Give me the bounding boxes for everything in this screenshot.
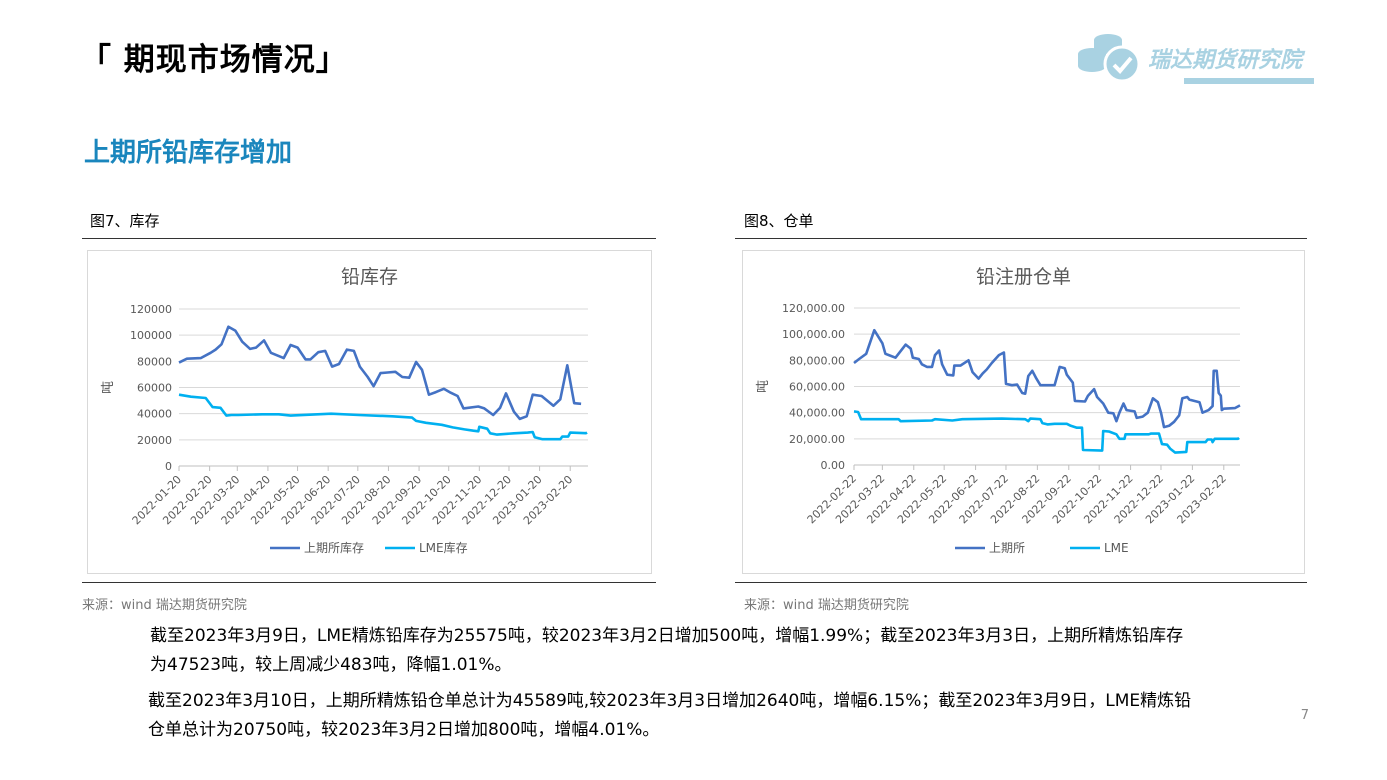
y-axis-label: 吨: [756, 380, 771, 393]
chart-title: 铅注册仓单: [976, 266, 1071, 288]
series-line-lme: [853, 410, 1240, 454]
caption-rule-1: [82, 238, 656, 239]
warrant-paragraph: 截至2023年3月10日，上期所精炼铅仓单总计为45589吨,较2023年3月3…: [148, 691, 1192, 740]
chart-inventory: 铅库存 0 20000 40000 60000 80000 100000 120000 吨 202…: [87, 250, 652, 574]
figure-caption-2: 图8、仓单: [744, 212, 814, 230]
source-note-1: 来源：wind 瑞达期货研究院: [82, 598, 247, 613]
chart-title: 铅库存: [341, 266, 398, 288]
figure-caption-1: 图7、库存: [90, 212, 160, 230]
legend-label: LME: [1104, 541, 1129, 555]
chart-inventory-svg: 铅库存020000400006000080000100000120000吨202…: [101, 266, 588, 555]
y-tick-label: 20,000.00: [789, 433, 845, 446]
section-title: 上期所铅库存增加: [84, 138, 293, 168]
bottom-rule-2: [735, 582, 1307, 583]
y-tick-label: 40000: [137, 408, 172, 421]
logo: 瑞达期货研究院: [1076, 28, 1316, 86]
bottom-rule-1: [82, 582, 656, 583]
coins-logo-icon: [1078, 34, 1141, 83]
logo-text: 瑞达期货研究院: [1148, 48, 1303, 73]
y-tick-label: 100,000.00: [782, 328, 845, 341]
series-line-shfe: [853, 328, 1241, 429]
source-note-2: 来源：wind 瑞达期货研究院: [744, 598, 909, 613]
y-tick-label: 100000: [130, 329, 172, 342]
y-tick-label: 40,000.00: [789, 407, 845, 420]
legend-label: LME库存: [419, 540, 468, 555]
legend-label: 上期所: [989, 541, 1025, 555]
chart-warrants-svg: 铅注册仓单 0.00 20,000.00 40,000.00 60,000.00 80,0…: [756, 266, 1241, 555]
logo-underline: [1184, 78, 1314, 84]
chart-warrants: 铅注册仓单 0.00 20,000.00 40,000.00 60,000.00 80,0…: [742, 250, 1305, 574]
slide-title: 「 期现市场情况」: [80, 42, 348, 78]
y-tick-label: 80000: [137, 355, 172, 368]
inventory-paragraph: 截至2023年3月9日，LME精炼铅库存为25575吨，较2023年3月2日增加…: [150, 626, 1184, 675]
y-tick-label: 20000: [137, 434, 172, 447]
y-axis-label: 吨: [101, 381, 116, 394]
y-tick-label: 60,000.00: [789, 381, 845, 394]
caption-rule-2: [735, 238, 1307, 239]
y-tick-label: 80,000.00: [789, 354, 845, 367]
series-line-shfe: [178, 325, 582, 421]
series-line-lme: [178, 393, 588, 441]
y-tick-label: 0.00: [821, 459, 846, 472]
page-number: 7: [1300, 708, 1309, 723]
y-tick-label: 120000: [130, 303, 172, 316]
y-tick-label: 0: [165, 460, 172, 473]
y-tick-label: 120,000.00: [782, 302, 845, 315]
legend-label: 上期所库存: [304, 540, 364, 555]
y-tick-label: 60000: [137, 382, 172, 395]
